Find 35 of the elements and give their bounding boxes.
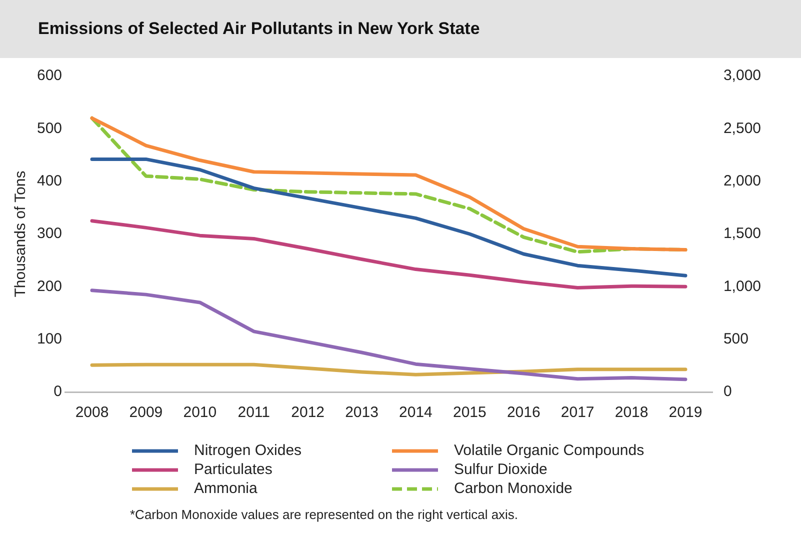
- y-tick-label: 0: [54, 383, 62, 400]
- y2-tick-label: 2,000: [723, 172, 762, 190]
- y2-tick-label: 1,000: [723, 278, 762, 295]
- y-tick-label: 300: [36, 225, 62, 242]
- x-tick-label: 2013: [345, 404, 378, 422]
- y-tick-label: 400: [36, 172, 62, 190]
- x-tick-label: 2008: [75, 404, 109, 422]
- legend-label: Volatile Organic Compounds: [454, 442, 644, 459]
- legend-label: Nitrogen Oxides: [194, 442, 302, 459]
- y-tick-label: 100: [36, 330, 62, 348]
- legend-label: Carbon Monoxide: [454, 480, 572, 497]
- y2-tick-label: 2,500: [723, 120, 762, 137]
- x-tick-label: 2009: [129, 404, 163, 422]
- x-tick-label: 2018: [614, 404, 648, 422]
- x-tick-label: 2011: [238, 404, 270, 422]
- y2-tick-label: 500: [723, 330, 748, 348]
- x-tick-label: 2010: [183, 404, 217, 422]
- y2-tick-label: 0: [723, 383, 732, 400]
- legend-label: Ammonia: [194, 480, 258, 497]
- y-tick-label: 600: [36, 67, 62, 84]
- y-tick-label: 500: [36, 120, 62, 137]
- y-tick-label: 200: [36, 278, 62, 295]
- y2-tick-label: 1,500: [723, 225, 762, 242]
- legend-label: Particulates: [194, 461, 272, 478]
- x-tick-label: 2014: [399, 404, 432, 422]
- text: *Carbon Monoxide values are represented on the right vertical axis.: [130, 507, 520, 522]
- x-tick-label: 2015: [452, 404, 486, 422]
- x-tick-label: 2016: [506, 404, 540, 422]
- chart-title: Emissions of Selected Air Pollutants in New York State: [0, 0, 801, 58]
- y2-tick-label: 3,000: [723, 67, 762, 84]
- x-tick-label: 2012: [291, 404, 325, 422]
- y-axis-title: Thousands of Tons: [12, 170, 30, 298]
- x-tick-label: 2019: [668, 404, 702, 422]
- x-tick-label: 2017: [560, 404, 594, 422]
- legend-label: Sulfur Dioxide: [454, 461, 548, 478]
